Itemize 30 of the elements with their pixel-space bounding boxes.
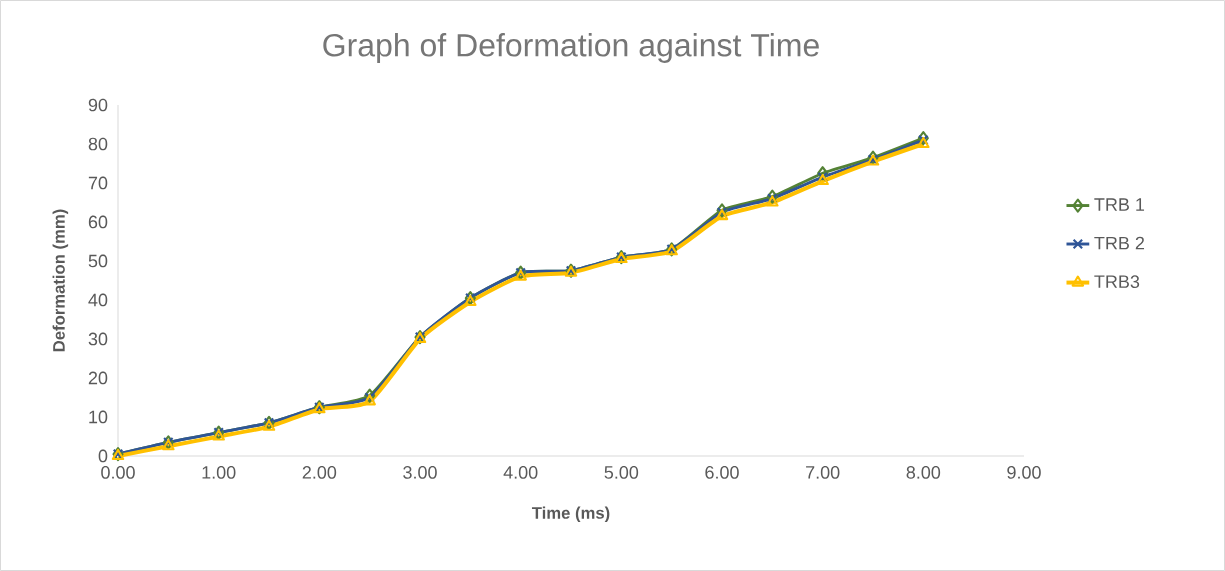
legend-label: TRB3 <box>1094 275 1140 289</box>
x-tick-label: 8.00 <box>906 466 941 479</box>
y-tick-label: 50 <box>88 254 108 268</box>
x-tick-label: 4.00 <box>503 466 538 479</box>
legend-label: TRB 1 <box>1094 198 1145 211</box>
x-tick-label: 1.00 <box>202 466 236 479</box>
y-axis-title: Deformation (mm) <box>52 209 69 352</box>
x-axis-title: Time (ms) <box>531 506 610 523</box>
x-tick-label: 5.00 <box>604 466 639 479</box>
x-tick-label: 6.00 <box>705 466 739 479</box>
x-tick-label: 0.00 <box>101 466 135 479</box>
y-tick-label: 60 <box>88 215 108 229</box>
point <box>817 166 829 181</box>
x-tick-label: 7.00 <box>806 466 840 479</box>
point <box>867 150 879 165</box>
y-tick-label: 70 <box>88 176 108 190</box>
y-tick-label: 10 <box>89 410 108 424</box>
x-tick-label: 9.00 <box>1007 466 1041 479</box>
chart-title: Graph of Deformation against Time <box>323 33 819 63</box>
point <box>364 388 376 403</box>
y-tick-label: 30 <box>88 332 108 346</box>
y-tick-label: 0 <box>98 449 108 463</box>
y-tick-label: 90 <box>88 98 108 112</box>
point <box>766 189 778 204</box>
y-tick-label: 40 <box>88 293 108 307</box>
x-tick-label: 3.00 <box>403 466 437 479</box>
y-tick-label: 20 <box>88 371 108 385</box>
y-tick-label: 80 <box>88 137 108 151</box>
x-tick-label: 2.00 <box>302 466 337 479</box>
legend-label: TRB 2 <box>1094 236 1145 250</box>
